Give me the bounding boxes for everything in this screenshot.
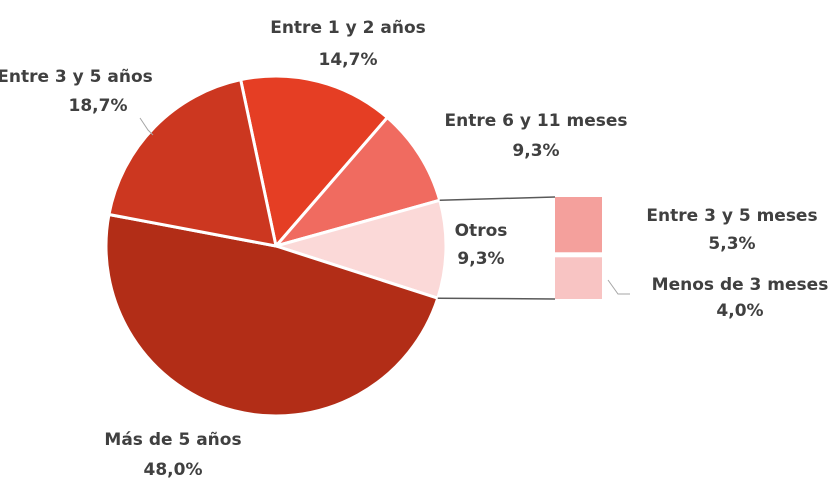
bar-segment <box>555 257 602 299</box>
slice-value-label: 14,7% <box>319 50 378 70</box>
pie-slice <box>107 77 278 248</box>
connector-line <box>439 196 556 202</box>
slice-label: Entre 1 y 2 años <box>270 18 426 38</box>
leader-line <box>139 117 154 136</box>
slice-value-label: 9,3% <box>512 141 559 161</box>
slice-label: Entre 6 y 11 meses <box>444 111 627 131</box>
bar-label: Entre 3 y 5 meses <box>646 206 817 226</box>
leader-line <box>607 279 630 295</box>
slice-label: Entre 3 y 5 años <box>0 67 153 87</box>
pie-slice <box>270 198 448 301</box>
bar-label: Menos de 3 meses <box>652 275 829 295</box>
slice-label: Más de 5 años <box>104 430 241 450</box>
pie-slice <box>238 74 390 250</box>
bar-value-label: 5,3% <box>708 234 755 254</box>
pie-slice <box>271 115 442 249</box>
pie-slice <box>104 212 440 418</box>
connector-line <box>437 297 556 300</box>
bar-segment <box>555 197 602 253</box>
slice-value-label: 48,0% <box>144 460 203 480</box>
bar-value-label: 4,0% <box>716 301 763 321</box>
slice-value-label: 18,7% <box>69 96 128 116</box>
slice-label: Otros <box>455 221 508 241</box>
slice-value-label: 9,3% <box>457 249 504 269</box>
